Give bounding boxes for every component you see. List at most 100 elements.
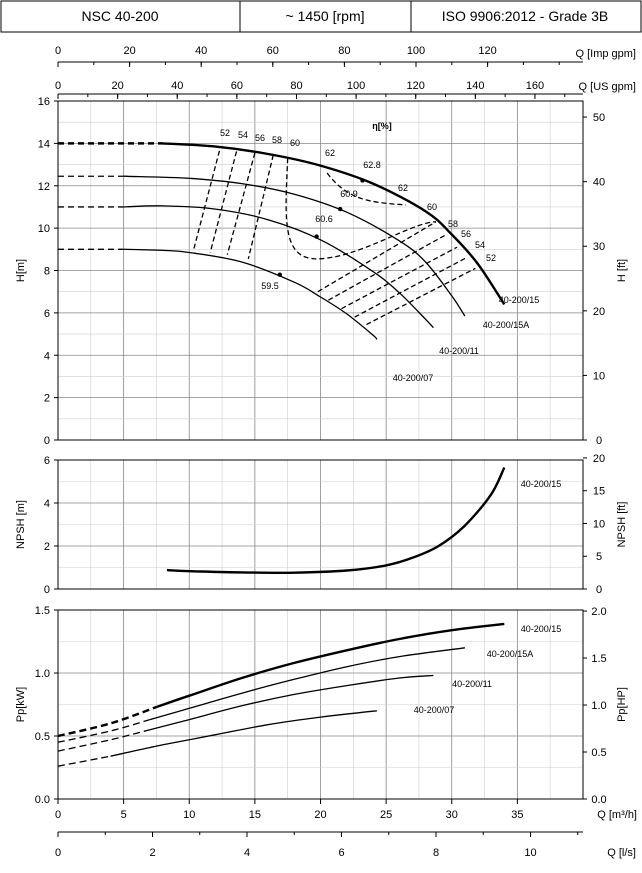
y2-tick-label: 20 xyxy=(593,453,605,465)
y-tick-label: 2 xyxy=(44,393,50,405)
y-tick-label: 4 xyxy=(44,350,50,362)
head-ylabel: H[m] xyxy=(15,259,27,282)
y2-tick-label: 5 xyxy=(596,551,602,563)
iso-loop-60 xyxy=(285,158,437,260)
head-curve-40-200/11 xyxy=(123,205,434,329)
iso-line-right xyxy=(341,246,458,310)
x-tick-label: 10 xyxy=(183,809,195,821)
iso-label: 62 xyxy=(325,148,335,158)
us-tick-label: 160 xyxy=(526,80,544,92)
y-tick-label: 0 xyxy=(44,584,50,596)
y2-tick-label: 2.0 xyxy=(591,606,606,618)
power-curve-40-200/11 xyxy=(149,674,434,731)
head-curve-label: 40-200/07 xyxy=(393,373,434,383)
iso-label: 58 xyxy=(272,135,282,145)
head-y2label: H [ft] xyxy=(616,259,628,282)
y-tick-label: 0.5 xyxy=(35,731,50,743)
power-curve-dashed-2 xyxy=(57,729,151,752)
iso-loop-62 xyxy=(326,172,406,206)
y2-tick-label: 10 xyxy=(593,370,605,382)
head-curve-40-200/15 xyxy=(162,142,506,306)
efficiency-title: η[%] xyxy=(372,121,392,131)
y-tick-label: 2 xyxy=(44,541,50,553)
power-y2label: Pp[HP] xyxy=(616,687,628,722)
imp-axis-label: Q [Imp gpm] xyxy=(575,48,636,60)
iso-line-left xyxy=(192,150,221,252)
iso-line-left xyxy=(247,154,274,259)
header-model: NSC 40-200 xyxy=(81,8,158,24)
bep-dot xyxy=(337,206,343,212)
npsh-curve-40-200/15 xyxy=(166,466,506,575)
iso-line-left xyxy=(226,152,256,255)
y2-tick-label: 10 xyxy=(593,518,605,530)
npsh-panel: 0 2 4 6 0 5 10 15 20 NPSH [m] NPSH [ft] 40-200/15 xyxy=(15,453,628,596)
power-curve-40-200/15 xyxy=(156,622,505,709)
y-tick-label: 16 xyxy=(38,96,50,108)
y-tick-label: 1.5 xyxy=(35,605,50,617)
y2-tick-label: 0.0 xyxy=(591,794,606,806)
us-tick-label: 140 xyxy=(466,80,484,92)
iso-line-left xyxy=(209,151,238,253)
y2-tick-label: 0 xyxy=(596,584,602,596)
y2-tick-label: 30 xyxy=(593,241,605,253)
header-standard: ISO 9906:2012 - Grade 3B xyxy=(442,8,609,24)
us-tick-label: 120 xyxy=(407,80,425,92)
y2-tick-label: 0.5 xyxy=(591,747,606,759)
power-ylabel: Pp[kW] xyxy=(15,687,27,722)
x-tick-label: 20 xyxy=(314,809,326,821)
y-tick-label: 4 xyxy=(44,498,50,510)
imp-tick-label: 0 xyxy=(55,45,61,57)
us-tick-label: 60 xyxy=(231,80,243,92)
iso-label: 56 xyxy=(461,229,471,239)
x-tick-label: 25 xyxy=(380,809,392,821)
y-tick-label: 6 xyxy=(44,308,50,320)
ls-tick-label: 4 xyxy=(244,847,250,859)
header-speed: ~ 1450 [rpm] xyxy=(286,8,365,24)
x-tick-label: 30 xyxy=(446,809,458,821)
iso-label: 56 xyxy=(255,133,265,143)
bep-dot xyxy=(360,178,365,183)
iso-label: 60 xyxy=(290,138,300,148)
y2-tick-label: 0 xyxy=(596,435,602,447)
y2-tick-label: 1.0 xyxy=(591,700,606,712)
head-curve-40-200/15A xyxy=(123,175,466,317)
imp-tick-label: 40 xyxy=(195,45,207,57)
power-panel: 0.0 0.5 1.0 1.5 0.0 0.5 1.0 1.5 2.0 Pp[kW] Pp[HP] 4… xyxy=(15,605,628,806)
power-curve-40-200/07 xyxy=(110,710,377,757)
head-curve-label: 40-200/11 xyxy=(439,346,479,356)
head-curve-label: 40-200/15 xyxy=(499,295,540,305)
power-curve-label: 40-200/07 xyxy=(414,705,455,715)
us-tick-label: 40 xyxy=(171,80,183,92)
power-curve-dashed-0 xyxy=(57,705,157,738)
iso-label: 59.5 xyxy=(261,281,279,291)
y2-tick-label: 50 xyxy=(593,112,605,124)
iso-line-right xyxy=(366,267,476,326)
iso-label: 52 xyxy=(220,128,230,138)
y-tick-label: 10 xyxy=(38,223,50,235)
y-tick-label: 12 xyxy=(38,181,50,193)
y-tick-label: 6 xyxy=(44,455,50,467)
header-bar: NSC 40-200 ~ 1450 [rpm] ISO 9906:2012 - … xyxy=(0,0,642,33)
iso-label: 58 xyxy=(448,219,458,229)
imp-tick-label: 80 xyxy=(338,45,350,57)
ls-tick-label: 10 xyxy=(524,847,536,859)
iso-label: 62 xyxy=(398,183,408,193)
y2-tick-label: 15 xyxy=(593,486,605,498)
iso-label: 54 xyxy=(238,130,248,140)
y-tick-label: 14 xyxy=(38,138,50,150)
y-tick-label: 8 xyxy=(44,266,50,278)
npsh-ylabel: NPSH [m] xyxy=(15,500,27,549)
iso-label: 54 xyxy=(475,240,485,250)
us-tick-label: 20 xyxy=(111,80,123,92)
iso-line-right xyxy=(354,257,467,318)
y2-tick-label: 20 xyxy=(593,306,605,318)
x-tick-label: 35 xyxy=(511,809,523,821)
ls-tick-label: 8 xyxy=(433,847,439,859)
iso-label: 60 xyxy=(427,202,437,212)
ls-tick-label: 2 xyxy=(149,847,155,859)
bep-dot xyxy=(314,234,319,239)
x-axis-label: Q [m³/h] xyxy=(597,809,637,821)
y2-tick-label: 1.5 xyxy=(591,653,606,665)
power-curve-label: 40-200/11 xyxy=(452,679,492,689)
